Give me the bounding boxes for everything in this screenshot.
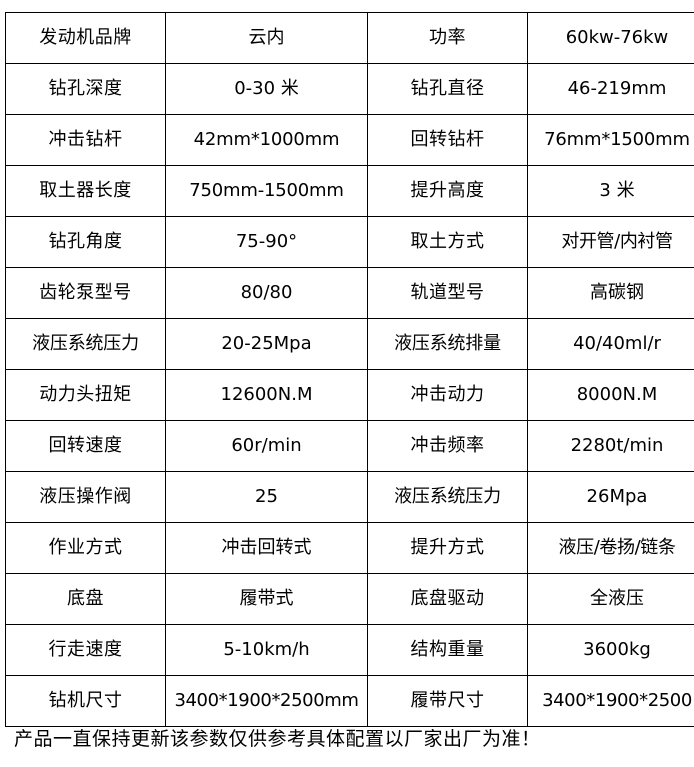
param-label: 液压操作阀 — [5, 471, 166, 523]
table-row: 冲击钻杆 42mm*1000mm 回转钻杆 76mm*1500mm — [5, 114, 694, 166]
param-label: 发动机品牌 — [5, 12, 166, 64]
param-label: 回转钻杆 — [367, 114, 528, 166]
table-row: 钻孔角度 75-90° 取土方式 对开管/内衬管 — [5, 216, 694, 268]
param-label: 液压系统压力 — [5, 318, 166, 370]
table-row: 发动机品牌 云内 功率 60kw-76kw — [5, 12, 694, 64]
param-value: 2280t/min — [527, 420, 694, 472]
param-value: 42mm*1000mm — [165, 114, 368, 166]
param-value: 履带式 — [165, 573, 368, 625]
param-value: 冲击回转式 — [165, 522, 368, 574]
param-value: 对开管/内衬管 — [527, 216, 694, 268]
param-label: 履带尺寸 — [367, 675, 528, 727]
param-value: 46-219mm — [527, 63, 694, 115]
param-value: 3400*1900*2500 — [527, 675, 694, 727]
param-value: 0-30 米 — [165, 63, 368, 115]
table-row: 取土器长度 750mm-1500mm 提升高度 3 米 — [5, 165, 694, 217]
table-row: 液压系统压力 20-25Mpa 液压系统排量 40/40ml/r — [5, 318, 694, 370]
table-row: 液压操作阀 25 液压系统压力 26Mpa — [5, 471, 694, 523]
param-label: 作业方式 — [5, 522, 166, 574]
specification-table: 发动机品牌 云内 功率 60kw-76kw 钻孔深度 0-30 米 钻孔直径 4… — [5, 12, 694, 727]
param-label: 冲击动力 — [367, 369, 528, 421]
param-label: 轨道型号 — [367, 267, 528, 319]
param-label: 行走速度 — [5, 624, 166, 676]
param-value: 80/80 — [165, 267, 368, 319]
param-value: 60kw-76kw — [527, 12, 694, 64]
table-row: 钻机尺寸 3400*1900*2500mm 履带尺寸 3400*1900*250… — [5, 675, 694, 727]
param-label: 冲击钻杆 — [5, 114, 166, 166]
param-value: 12600N.M — [165, 369, 368, 421]
param-value: 液压/卷扬/链条 — [527, 522, 694, 574]
param-label: 钻机尺寸 — [5, 675, 166, 727]
footer-disclaimer-text: 产品一直保持更新该参数仅供参考具体配置以厂家出厂为准！ — [14, 728, 541, 750]
param-value: 40/40ml/r — [527, 318, 694, 370]
table-row: 底盘 履带式 底盘驱动 全液压 — [5, 573, 694, 625]
param-label: 底盘驱动 — [367, 573, 528, 625]
table-row: 钻孔深度 0-30 米 钻孔直径 46-219mm — [5, 63, 694, 115]
param-label: 底盘 — [5, 573, 166, 625]
param-value: 750mm-1500mm — [165, 165, 368, 217]
param-value: 76mm*1500mm — [527, 114, 694, 166]
param-label: 动力头扭矩 — [5, 369, 166, 421]
param-label: 取土方式 — [367, 216, 528, 268]
param-value: 25 — [165, 471, 368, 523]
param-value: 3 米 — [527, 165, 694, 217]
param-value: 5-10km/h — [165, 624, 368, 676]
param-label: 钻孔角度 — [5, 216, 166, 268]
param-value: 75-90° — [165, 216, 368, 268]
param-label: 液压系统排量 — [367, 318, 528, 370]
param-label: 钻孔深度 — [5, 63, 166, 115]
param-value: 3400*1900*2500mm — [165, 675, 368, 727]
param-label: 液压系统压力 — [367, 471, 528, 523]
param-label: 回转速度 — [5, 420, 166, 472]
table-row: 行走速度 5-10km/h 结构重量 3600kg — [5, 624, 694, 676]
param-value: 60r/min — [165, 420, 368, 472]
specification-table-body: 发动机品牌 云内 功率 60kw-76kw 钻孔深度 0-30 米 钻孔直径 4… — [5, 12, 694, 727]
table-row: 作业方式 冲击回转式 提升方式 液压/卷扬/链条 — [5, 522, 694, 574]
param-label: 冲击频率 — [367, 420, 528, 472]
param-label: 提升高度 — [367, 165, 528, 217]
param-label: 提升方式 — [367, 522, 528, 574]
param-value: 26Mpa — [527, 471, 694, 523]
param-value: 云内 — [165, 12, 368, 64]
param-value: 全液压 — [527, 573, 694, 625]
param-label: 齿轮泵型号 — [5, 267, 166, 319]
table-row: 齿轮泵型号 80/80 轨道型号 高碳钢 — [5, 267, 694, 319]
table-row: 动力头扭矩 12600N.M 冲击动力 8000N.M — [5, 369, 694, 421]
param-label: 结构重量 — [367, 624, 528, 676]
param-value: 高碳钢 — [527, 267, 694, 319]
param-value: 20-25Mpa — [165, 318, 368, 370]
param-value: 8000N.M — [527, 369, 694, 421]
param-label: 取土器长度 — [5, 165, 166, 217]
param-label: 钻孔直径 — [367, 63, 528, 115]
param-value: 3600kg — [527, 624, 694, 676]
table-row: 回转速度 60r/min 冲击频率 2280t/min — [5, 420, 694, 472]
param-label: 功率 — [367, 12, 528, 64]
